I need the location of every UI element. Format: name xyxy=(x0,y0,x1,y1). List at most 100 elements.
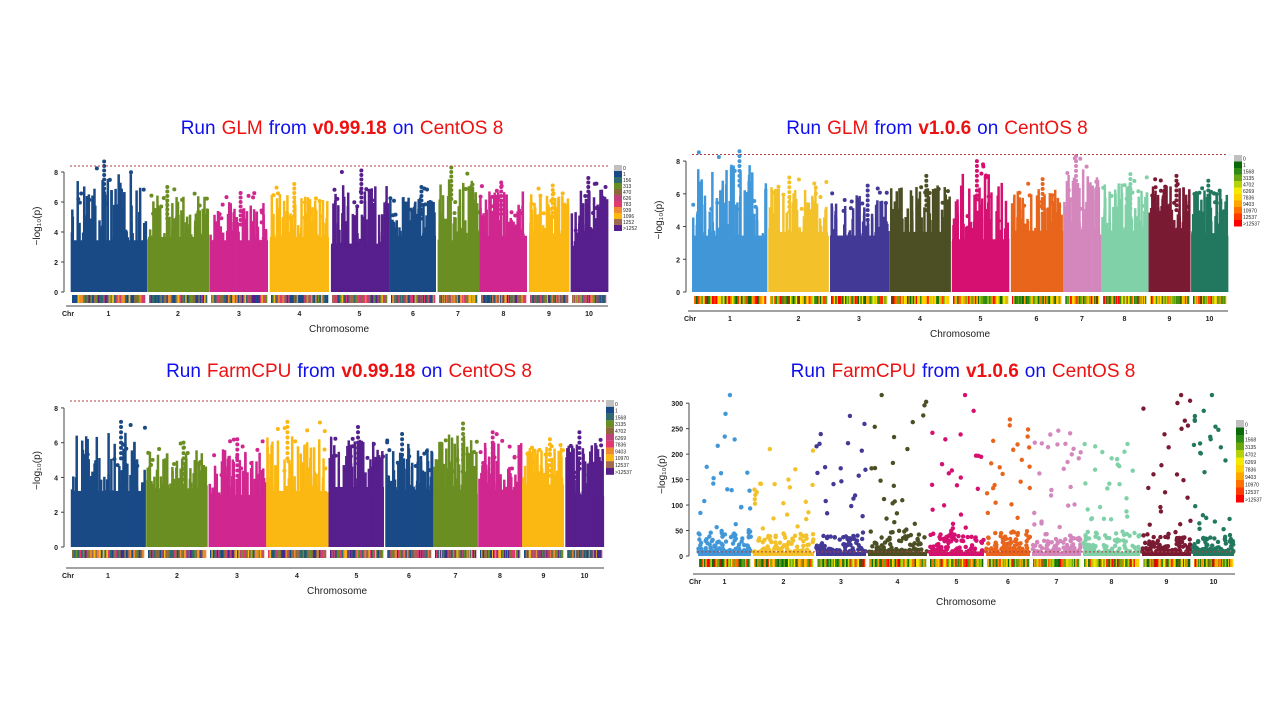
snp-point xyxy=(355,204,360,209)
density-strip-segment xyxy=(781,296,784,304)
snp-column xyxy=(910,195,914,292)
snp-column xyxy=(1043,194,1046,292)
density-strip-segment xyxy=(1098,296,1100,304)
snp-dense-region xyxy=(698,551,751,556)
snp-column xyxy=(129,174,133,292)
y-axis-label: −log₁₀(p) xyxy=(657,455,668,494)
snp-point xyxy=(107,177,112,182)
snp-column xyxy=(79,492,82,547)
snp-dense-region xyxy=(753,551,814,556)
snp-point xyxy=(499,212,504,216)
snp-column xyxy=(1137,231,1140,292)
snp-point xyxy=(773,534,778,540)
snp-point xyxy=(915,537,920,543)
legend-label: 9403 xyxy=(1243,202,1254,208)
density-strip-segment xyxy=(838,296,840,304)
snp-point xyxy=(181,445,186,450)
legend-swatch xyxy=(606,440,614,448)
snp-column xyxy=(70,489,74,547)
snp-point xyxy=(781,501,786,506)
snp-column xyxy=(976,210,979,292)
density-strip-segment xyxy=(1019,296,1021,304)
snp-point xyxy=(870,544,875,549)
snp-point xyxy=(499,180,504,185)
snp-column xyxy=(1225,194,1229,292)
density-strip-segment xyxy=(567,550,569,558)
snp-point xyxy=(317,420,322,425)
density-strip-segment xyxy=(397,295,399,303)
snp-point xyxy=(974,178,979,183)
snp-point xyxy=(102,164,107,168)
snp-point xyxy=(350,436,355,441)
density-strip-segment xyxy=(976,296,979,304)
snp-point xyxy=(235,455,240,460)
snp-point xyxy=(292,209,297,213)
legend-label: 313 xyxy=(623,184,632,190)
density-strip-segment xyxy=(588,550,590,558)
snp-point xyxy=(292,186,297,191)
snp-point xyxy=(560,191,565,196)
density-strip-segment xyxy=(818,296,821,304)
density-strip-segment xyxy=(735,559,738,567)
density-strip-segment xyxy=(172,295,174,303)
snp-point xyxy=(842,197,847,202)
snp-column xyxy=(824,207,828,292)
density-strip-segment xyxy=(373,295,375,303)
density-strip-segment xyxy=(470,550,473,558)
snp-point xyxy=(993,530,998,536)
title-part: v1.0.6 xyxy=(918,118,972,139)
snp-point xyxy=(963,525,968,530)
snp-point xyxy=(919,547,924,552)
density-strip-segment xyxy=(997,296,999,304)
density-strip-segment xyxy=(1209,296,1211,304)
density-strip-segment xyxy=(443,550,445,558)
density-strip-segment xyxy=(461,295,464,303)
snp-point xyxy=(1153,185,1158,190)
snp-point xyxy=(1074,178,1079,183)
snp-column xyxy=(498,493,502,547)
snp-point xyxy=(958,432,963,437)
snp-column xyxy=(480,472,483,547)
snp-point xyxy=(465,452,470,457)
density-strip-segment xyxy=(495,295,498,303)
density-strip-segment xyxy=(261,295,264,303)
snp-point xyxy=(702,498,707,504)
density-strip-segment xyxy=(297,550,299,558)
snp-column xyxy=(775,188,779,292)
snp-column xyxy=(398,227,401,292)
snp-column xyxy=(407,476,411,547)
density-strip-segment xyxy=(532,295,535,303)
snp-point xyxy=(697,532,702,537)
density-strip-segment xyxy=(157,295,160,303)
density-strip-segment xyxy=(140,550,143,558)
snp-column xyxy=(126,463,129,547)
density-strip-segment xyxy=(831,559,833,567)
snp-column xyxy=(1138,233,1142,292)
snp-column xyxy=(311,485,314,547)
density-strip-segment xyxy=(726,296,729,304)
density-strip-segment xyxy=(581,295,583,303)
snp-point xyxy=(1010,529,1016,534)
snp-column xyxy=(522,233,525,292)
density-strip-segment xyxy=(1211,296,1213,304)
snp-column xyxy=(1083,239,1086,292)
snp-column xyxy=(529,487,533,547)
snp-column xyxy=(761,233,765,292)
snp-point xyxy=(573,228,578,233)
snp-point xyxy=(760,539,766,545)
density-strip-segment xyxy=(1054,296,1057,304)
density-strip-segment xyxy=(1008,559,1010,567)
density-strip-segment xyxy=(597,550,599,558)
snp-column xyxy=(523,465,527,547)
density-strip-segment xyxy=(86,295,89,303)
snp-column xyxy=(492,482,496,547)
snp-point xyxy=(787,204,792,209)
snp-point xyxy=(512,454,517,459)
snp-column xyxy=(745,191,748,292)
density-strip-segment xyxy=(281,550,283,558)
snp-column xyxy=(987,174,990,292)
density-strip-segment xyxy=(511,550,513,558)
snp-point xyxy=(822,464,828,470)
density-strip-segment xyxy=(400,295,403,303)
density-strip-segment xyxy=(323,550,325,558)
